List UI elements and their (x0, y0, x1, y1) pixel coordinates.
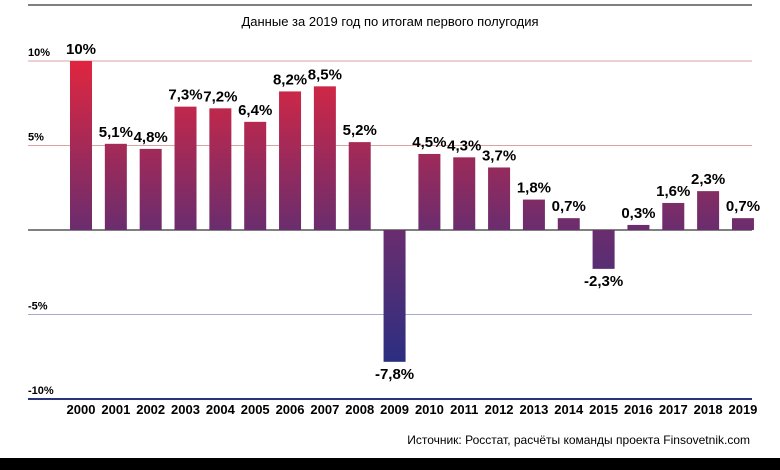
bar-2001 (104, 143, 127, 230)
bar-2010 (418, 153, 441, 230)
source-note: Источник: Росстат, расчёты команды проек… (407, 433, 750, 447)
value-label-2003: 7,3% (168, 87, 202, 104)
category-label-2017: 2017 (659, 402, 688, 417)
bottom-band (0, 458, 780, 470)
bar-2012 (488, 167, 511, 230)
bar-2002 (139, 148, 162, 230)
category-label-2002: 2002 (136, 402, 165, 417)
value-label-2018: 2,3% (691, 171, 725, 188)
category-label-2018: 2018 (694, 402, 723, 417)
category-label-2003: 2003 (171, 402, 200, 417)
value-label-2012: 3,7% (482, 147, 516, 164)
value-labels: 10% 5,1% 4,8% 7,3% 7,2%6,4%8,2% 8,5% 5,2% -7,8%… (66, 41, 760, 383)
value-label-2007: 8,5% (308, 66, 342, 83)
bar-2009 (383, 230, 406, 362)
category-label-2004: 2004 (206, 402, 236, 417)
y-tick-label-0: 10% (28, 47, 50, 59)
category-label-2001: 2001 (101, 402, 130, 417)
y-axis-ticks: 10% 5% -5% -10% (28, 47, 54, 397)
category-label-2012: 2012 (485, 402, 514, 417)
category-label-2010: 2010 (415, 402, 444, 417)
value-label-2004: 7,2% (203, 88, 237, 105)
value-label-2016: 0,3% (621, 205, 655, 222)
value-label-2009: -7,8% (375, 366, 414, 383)
value-label-2008: 5,2% (343, 122, 377, 139)
bar-2015 (592, 230, 615, 269)
bar-2006 (279, 91, 302, 230)
category-label-2011: 2011 (450, 402, 478, 417)
value-label-2006: 8,2% (273, 71, 307, 88)
y-tick-label-1: 5% (28, 132, 44, 144)
category-label-2009: 2009 (380, 402, 409, 417)
bar-2004 (209, 108, 232, 230)
bar-2014 (557, 218, 580, 230)
chart-title: Данные за 2019 год по итогам первого пол… (241, 14, 538, 29)
value-label-2019: 0,7% (726, 198, 760, 215)
bar-2007 (313, 86, 336, 230)
bar-2005 (244, 121, 267, 230)
y-tick-label-2: -5% (28, 301, 48, 313)
value-label-2002: 4,8% (134, 129, 168, 146)
category-label-2014: 2014 (554, 402, 584, 417)
value-label-2011: 4,3% (447, 137, 481, 154)
value-label-2013: 1,8% (517, 180, 551, 197)
value-label-2014: 0,7% (552, 198, 586, 215)
category-label-2013: 2013 (519, 402, 548, 417)
bar-2003 (174, 106, 197, 230)
bar-2013 (522, 199, 545, 230)
bars (70, 61, 754, 362)
category-label-2005: 2005 (241, 402, 270, 417)
bar-2016 (627, 224, 650, 230)
value-label-2005: 6,4% (238, 102, 272, 119)
value-label-2001: 5,1% (99, 124, 133, 141)
category-label-2006: 2006 (276, 402, 305, 417)
bar-2008 (348, 142, 371, 230)
value-label-2017: 1,6% (656, 183, 690, 200)
value-label-2015: -2,3% (584, 273, 623, 290)
bar-2019 (731, 218, 754, 230)
y-tick-label-3: -10% (28, 385, 54, 397)
category-label-2008: 2008 (345, 402, 374, 417)
bar-2017 (662, 202, 685, 230)
bar-2011 (453, 157, 476, 230)
category-label-2019: 2019 (728, 402, 757, 417)
bar-2000 (70, 61, 92, 230)
category-label-2015: 2015 (589, 402, 618, 417)
value-label-2010: 4,5% (412, 134, 446, 151)
category-label-2000: 2000 (67, 402, 96, 417)
bar-2018 (697, 191, 720, 230)
value-label-2000: 10% (66, 41, 96, 58)
x-axis-categories: 2000 2001 2002 2003 2004 2005 2006 2007 2008 2009… (67, 402, 758, 417)
category-label-2007: 2007 (310, 402, 339, 417)
category-label-2016: 2016 (624, 402, 653, 417)
